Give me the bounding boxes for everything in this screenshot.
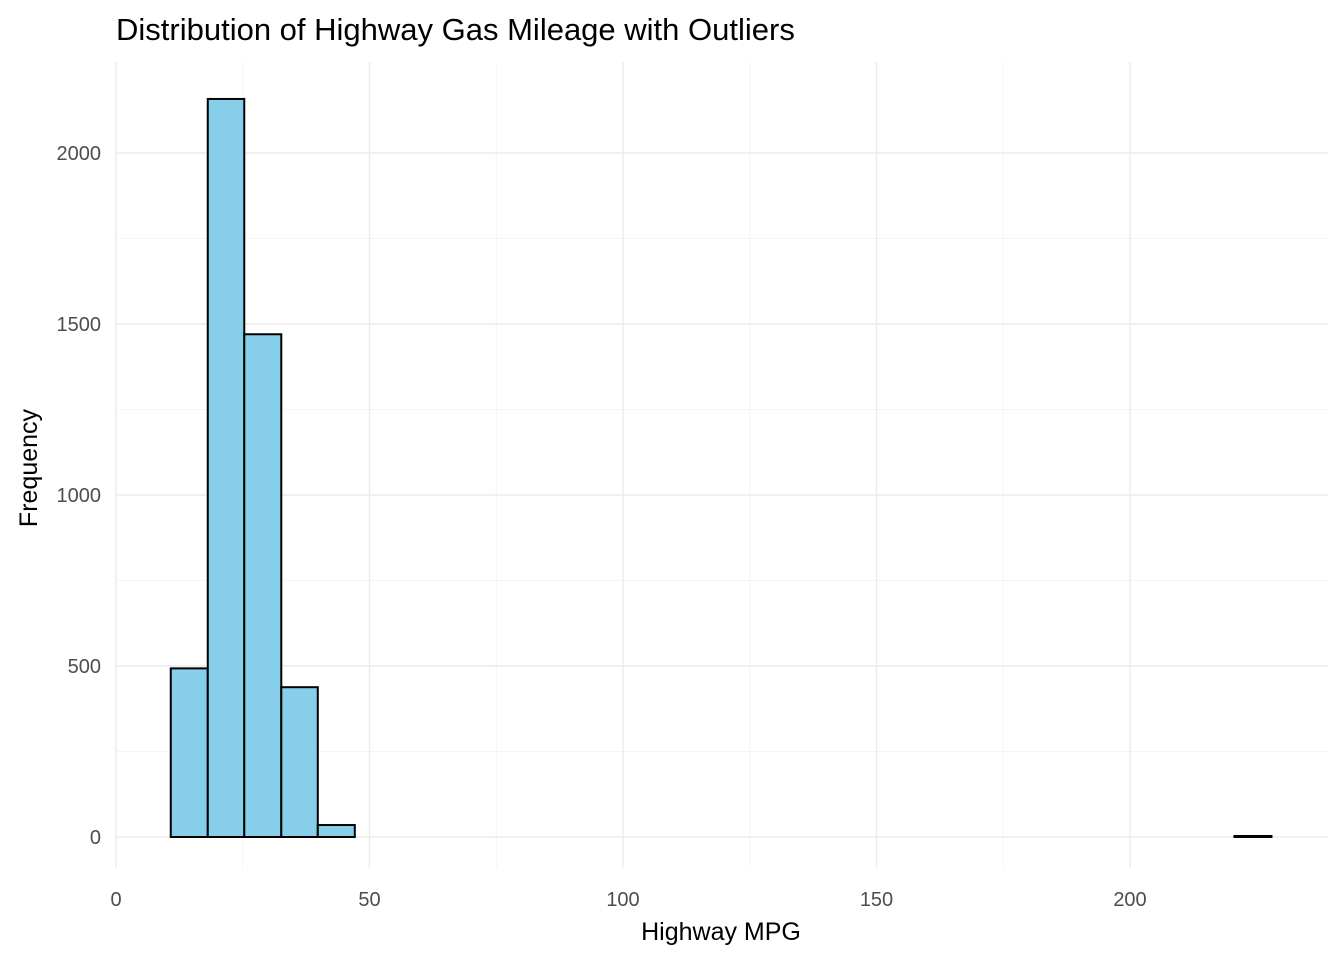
chart-title: Distribution of Highway Gas Mileage with… bbox=[116, 12, 795, 47]
x-tick-label: 150 bbox=[860, 889, 893, 911]
x-tick-label: 50 bbox=[358, 889, 380, 911]
y-tick-label: 0 bbox=[90, 827, 101, 849]
histogram-bar bbox=[1233, 834, 1273, 838]
grid-lines bbox=[115, 62, 1328, 868]
x-tick-label: 200 bbox=[1113, 889, 1146, 911]
histogram-bar bbox=[206, 97, 246, 839]
y-tick-label: 2000 bbox=[57, 143, 102, 165]
histogram-bar bbox=[169, 667, 209, 838]
histogram-bar bbox=[316, 824, 356, 839]
histogram-bar bbox=[243, 333, 283, 838]
x-axis-ticks: 0 50 100 150 200 bbox=[110, 889, 1146, 911]
y-axis-ticks: 0 500 1000 1500 2000 bbox=[57, 143, 102, 849]
x-axis-title: Highway MPG bbox=[641, 918, 801, 946]
histogram-bars bbox=[169, 97, 1273, 839]
y-axis-title: Frequency bbox=[15, 408, 43, 527]
x-tick-label: 100 bbox=[606, 889, 639, 911]
x-tick-label: 0 bbox=[110, 889, 121, 911]
y-tick-label: 500 bbox=[68, 656, 101, 678]
histogram-bar bbox=[280, 686, 319, 838]
y-tick-label: 1000 bbox=[57, 485, 102, 507]
y-tick-label: 1500 bbox=[57, 314, 102, 336]
